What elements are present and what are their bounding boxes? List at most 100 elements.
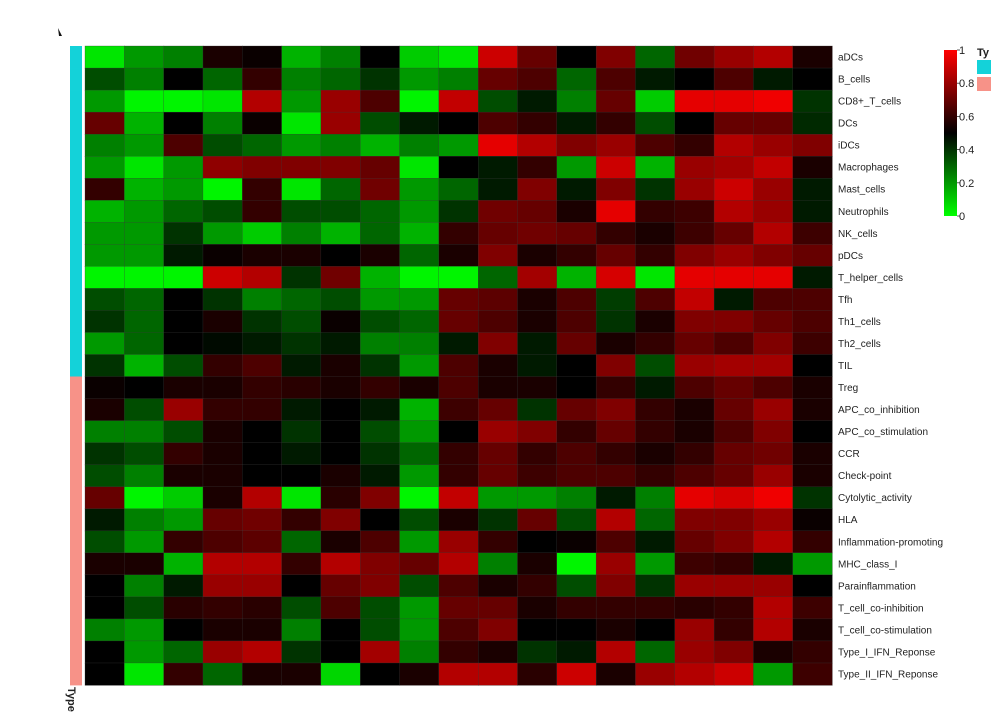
heatmap-cell (517, 376, 558, 400)
heatmap-cell (674, 442, 715, 466)
heatmap-cell (320, 596, 361, 620)
corner-arrow-mark (58, 28, 62, 36)
row-label: Neutrophils (838, 207, 889, 218)
heatmap-cell (399, 486, 440, 510)
heatmap-cell (438, 376, 479, 400)
heatmap-cell (320, 398, 361, 422)
heatmap-cell (792, 530, 833, 554)
heatmap-cell (399, 596, 440, 620)
heatmap-cell (360, 156, 401, 179)
heatmap-cell (438, 111, 479, 135)
heatmap-cell (556, 552, 597, 576)
heatmap-cell (713, 376, 754, 400)
heatmap-cell (792, 200, 833, 223)
heatmap-cell (753, 486, 794, 510)
heatmap-cell (556, 640, 597, 664)
heatmap-cell (124, 442, 165, 466)
row-label: Inflammation-promoting (838, 537, 943, 548)
heatmap-cell (674, 178, 715, 201)
heatmap-cell (753, 530, 794, 554)
heatmap-cell (792, 442, 833, 466)
heatmap-cell (517, 508, 558, 532)
heatmap-cell (556, 45, 597, 69)
heatmap-cell (360, 662, 401, 686)
heatmap-cell (713, 398, 754, 422)
heatmap-cell (556, 398, 597, 422)
heatmap-cell (792, 552, 833, 576)
heatmap-cell (478, 530, 519, 554)
heatmap-cell (242, 178, 283, 201)
heatmap-cell (281, 222, 322, 245)
heatmap-cell (399, 618, 440, 642)
heatmap-cell (84, 618, 125, 642)
heatmap-cell (360, 530, 401, 554)
heatmap-cell (360, 398, 401, 422)
heatmap-cell (242, 222, 283, 245)
heatmap-cell (281, 486, 322, 510)
heatmap-cell (163, 398, 204, 422)
heatmap-cell (242, 310, 283, 333)
heatmap-cell (124, 111, 165, 135)
heatmap-cell (478, 133, 519, 157)
heatmap-cell (360, 45, 401, 69)
heatmap-cell (635, 596, 676, 620)
type-annotation-cell (70, 420, 82, 444)
heatmap-cell (517, 464, 558, 488)
color-scale-tick-label: 0.2 (959, 178, 974, 190)
heatmap-cell (360, 508, 401, 532)
heatmap-cell (753, 178, 794, 201)
heatmap-cell (202, 266, 243, 289)
type-annotation-cell (70, 486, 82, 510)
heatmap-cell (281, 640, 322, 664)
heatmap-cell (320, 89, 361, 113)
heatmap-cell (242, 530, 283, 554)
heatmap-cell (399, 376, 440, 400)
heatmap-cell (242, 640, 283, 664)
heatmap-cell (517, 200, 558, 223)
heatmap-cell (124, 574, 165, 598)
heatmap-cell (320, 376, 361, 400)
heatmap-cell (438, 530, 479, 554)
heatmap-cell (124, 508, 165, 532)
heatmap-cell (753, 332, 794, 356)
heatmap-cell (360, 596, 401, 620)
heatmap-cell (556, 486, 597, 510)
heatmap-cell (124, 156, 165, 179)
heatmap-cell (595, 200, 636, 223)
heatmap-cell (713, 45, 754, 69)
type-annotation-cell (70, 288, 82, 311)
heatmap-cell (360, 420, 401, 444)
type-annotation-cell (70, 530, 82, 554)
heatmap-cell (124, 376, 165, 400)
heatmap-cell (163, 662, 204, 686)
heatmap-cell (674, 464, 715, 488)
heatmap-cell (635, 45, 676, 69)
heatmap-cell (674, 662, 715, 686)
type-annotation-cell (70, 464, 82, 488)
row-label: Type_II_IFN_Reponse (838, 669, 938, 680)
heatmap-cell (478, 111, 519, 135)
heatmap-cell (399, 662, 440, 686)
heatmap-cell (438, 45, 479, 69)
heatmap-cell (478, 376, 519, 400)
heatmap-cell (124, 530, 165, 554)
heatmap-cell (281, 530, 322, 554)
heatmap-cell (242, 244, 283, 267)
heatmap-cell (635, 89, 676, 113)
heatmap-cell (713, 111, 754, 135)
heatmap-cell (281, 552, 322, 576)
heatmap-cell (242, 552, 283, 576)
heatmap-cell (84, 662, 125, 686)
type-annotation-cell (70, 134, 82, 157)
heatmap-cell (438, 332, 479, 356)
heatmap-cell (478, 596, 519, 620)
row-label: TIL (838, 361, 853, 372)
heatmap-cell (478, 89, 519, 113)
heatmap-cell (517, 310, 558, 333)
heatmap-cell (163, 596, 204, 620)
type-annotation-cell (70, 310, 82, 333)
heatmap-cell (517, 574, 558, 598)
heatmap-cell (399, 640, 440, 664)
heatmap-cell (202, 133, 243, 157)
